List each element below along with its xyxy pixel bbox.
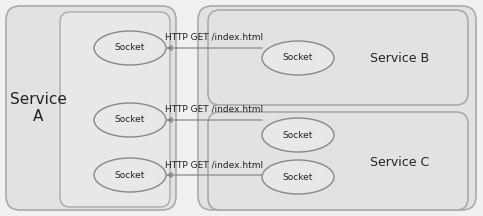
Ellipse shape — [94, 158, 166, 192]
Text: Service C: Service C — [370, 156, 429, 168]
Text: Socket: Socket — [283, 130, 313, 140]
Text: Socket: Socket — [283, 54, 313, 62]
Text: Socket: Socket — [115, 43, 145, 52]
FancyBboxPatch shape — [198, 6, 476, 210]
Ellipse shape — [262, 118, 334, 152]
Text: HTTP GET /index.html: HTTP GET /index.html — [165, 160, 263, 169]
Text: Service
A: Service A — [10, 92, 67, 124]
Ellipse shape — [94, 103, 166, 137]
FancyBboxPatch shape — [60, 12, 170, 207]
Ellipse shape — [262, 41, 334, 75]
Ellipse shape — [94, 31, 166, 65]
Text: HTTP GET /index.html: HTTP GET /index.html — [165, 33, 263, 42]
FancyBboxPatch shape — [6, 6, 176, 210]
FancyBboxPatch shape — [208, 10, 468, 105]
Text: Socket: Socket — [115, 116, 145, 124]
Text: Socket: Socket — [115, 170, 145, 179]
Text: Service B: Service B — [370, 51, 429, 65]
Text: HTTP GET /index.html: HTTP GET /index.html — [165, 105, 263, 114]
Text: Socket: Socket — [283, 173, 313, 181]
FancyBboxPatch shape — [208, 112, 468, 210]
Ellipse shape — [262, 160, 334, 194]
